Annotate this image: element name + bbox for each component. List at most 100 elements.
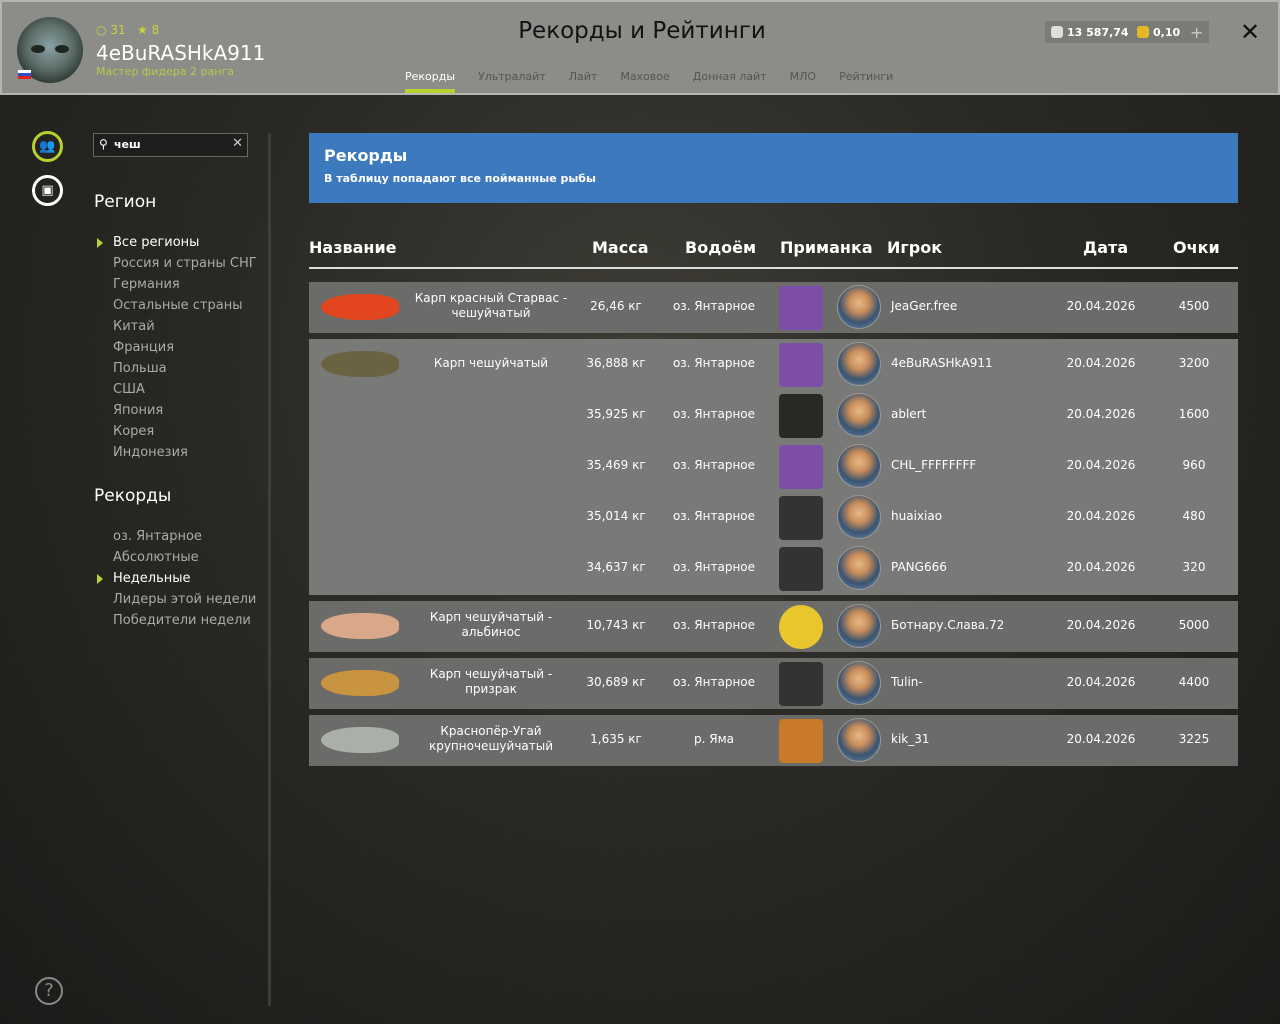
column-header-2[interactable]: Водоём [685,238,757,257]
date: 20.04.2026 [1066,458,1136,472]
mass: 35,469 кг [586,458,646,472]
stars-value: 8 [151,23,160,37]
water-body: оз. Янтарное [672,560,756,574]
fish-name: Карп чешуйчатый - альбинос [429,610,553,639]
bait-image [779,605,823,649]
records-item[interactable]: оз. Янтарное [113,529,202,544]
player-name[interactable]: JeaGer.free [891,299,958,313]
player-avatar[interactable] [837,393,881,437]
player-avatar[interactable] [837,444,881,488]
points: 3225 [1178,732,1210,746]
player-name[interactable]: huaixiao [891,509,943,523]
records-list: оз. Янтарное Абсолютные Недельные Лидеры эт… [96,526,257,631]
fish-name: Карп чешуйчатый - призрак [429,667,553,696]
regions-item[interactable]: Германия [113,277,180,292]
player-name[interactable]: CHL_FFFFFFFF [891,458,977,472]
tab-6[interactable]: Рейтинги [839,70,894,83]
tab-5[interactable]: МЛО [789,70,817,83]
regions-item[interactable]: Остальные страны [113,298,243,313]
bait-image [779,343,823,387]
silver-coins-icon [1051,26,1063,38]
column-header-0[interactable]: Название [309,238,397,257]
banner-subtitle: В таблицу попадают все пойманные рыбы [324,172,596,185]
add-gold-button[interactable]: + [1184,21,1210,43]
records-item[interactable]: Лидеры этой недели [113,592,257,607]
regions-item[interactable]: Польша [113,361,167,376]
player-avatar[interactable] [837,604,881,648]
regions-item[interactable]: США [113,382,145,397]
player-avatar[interactable] [837,495,881,539]
regions-item[interactable]: Все регионы [97,232,257,253]
column-header-4[interactable]: Игрок [887,238,943,257]
player-name[interactable]: Tulin- [891,675,923,689]
mass: 35,925 кг [586,407,646,421]
table-row[interactable]: 35,925 кг оз. Янтарное ablert 20.04.2026 160… [309,390,1238,441]
tab-1[interactable]: Ультралайт [478,70,546,83]
record-group: Краснопёр-Угай крупночешуйчатый 1,635 кг р… [309,715,1238,766]
player-name[interactable]: ablert [891,407,927,421]
points: 480 [1182,509,1206,523]
tab-0[interactable]: Рекорды [405,70,456,93]
fish-image [321,613,399,639]
records-item[interactable]: Победители недели [113,613,251,628]
region-heading: Регион [94,192,157,212]
points: 1600 [1178,407,1210,421]
table-row[interactable]: 10,743 кг оз. Янтарное Ботнару.Слава.72 20.… [309,601,1238,652]
column-header-5[interactable]: Дата [1083,238,1129,257]
water-body: оз. Янтарное [672,407,756,421]
search-input[interactable]: ⚲ чеш ✕ [93,133,248,157]
player-avatar[interactable] [837,285,881,329]
table-row[interactable]: 35,014 кг оз. Янтарное huaixiao 20.04.2026 4… [309,492,1238,543]
table-row[interactable]: 26,46 кг оз. Янтарное JeaGer.free 20.04.202… [309,282,1238,333]
tab-4[interactable]: Донная лайт [692,70,767,83]
clear-search-icon[interactable]: ✕ [232,136,243,151]
player-avatar[interactable] [837,546,881,590]
table-row[interactable]: 1,635 кг р. Яма kik_31 20.04.2026 3225 [309,715,1238,766]
search-value[interactable]: чеш [114,138,141,151]
friends-icon[interactable]: 👥 [32,131,63,162]
mass: 34,637 кг [586,560,646,574]
fish-image [321,351,399,377]
close-button[interactable]: ✕ [1240,18,1261,46]
records-item[interactable]: Недельные [96,568,256,589]
archive-icon[interactable]: ▣ [32,175,63,206]
tab-3[interactable]: Маховое [620,70,670,83]
regions-item[interactable]: Япония [113,403,164,418]
table-row[interactable]: 35,469 кг оз. Янтарное CHL_FFFFFFFF 20.04.2… [309,441,1238,492]
player-avatar[interactable] [837,718,881,762]
player-name[interactable]: 4eBuRASHkA911 [891,356,993,370]
bait-image [779,496,823,540]
date: 20.04.2026 [1066,299,1136,313]
search-icon: ⚲ [99,137,108,151]
regions-item[interactable]: Россия и страны СНГ [113,256,257,271]
player-name[interactable]: kik_31 [891,732,930,746]
player-avatar[interactable] [837,342,881,386]
table-row[interactable]: 30,689 кг оз. Янтарное Tulin- 20.04.2026 440… [309,658,1238,709]
help-button[interactable]: ? [35,977,63,1005]
tab-2[interactable]: Лайт [568,70,598,83]
water-body: оз. Янтарное [672,356,756,370]
silver-value: 13 587,74 [1067,25,1129,39]
column-header-1[interactable]: Масса [592,238,649,257]
points: 960 [1182,458,1206,472]
regions-item[interactable]: Корея [113,424,155,439]
regions-item[interactable]: Индонезия [113,445,188,460]
mass: 36,888 кг [586,356,646,370]
bait-image [779,547,823,591]
column-header-3[interactable]: Приманка [780,238,873,257]
player-avatar[interactable] [837,661,881,705]
record-group: Карп чешуйчатый - альбинос 10,743 кг оз. Я… [309,601,1238,652]
gold-coins-icon [1137,26,1149,38]
sidebar-scrollbar[interactable] [268,133,271,1006]
table-row[interactable]: 34,637 кг оз. Янтарное PANG666 20.04.2026 32… [309,543,1238,594]
records-heading: Рекорды [94,486,172,506]
player-name[interactable]: Ботнару.Слава.72 [891,618,1005,632]
player-name[interactable]: PANG666 [891,560,947,574]
column-header-6[interactable]: Очки [1173,238,1220,257]
table-row[interactable]: 36,888 кг оз. Янтарное 4eBuRASHkA911 20.04.… [309,339,1238,390]
user-stats: ○ 31 ★ 8 [96,23,159,37]
user-rank: Мастер фидера 2 ранга [96,65,235,78]
records-item[interactable]: Абсолютные [113,550,199,565]
regions-item[interactable]: Франция [113,340,175,355]
regions-item[interactable]: Китай [113,319,155,334]
